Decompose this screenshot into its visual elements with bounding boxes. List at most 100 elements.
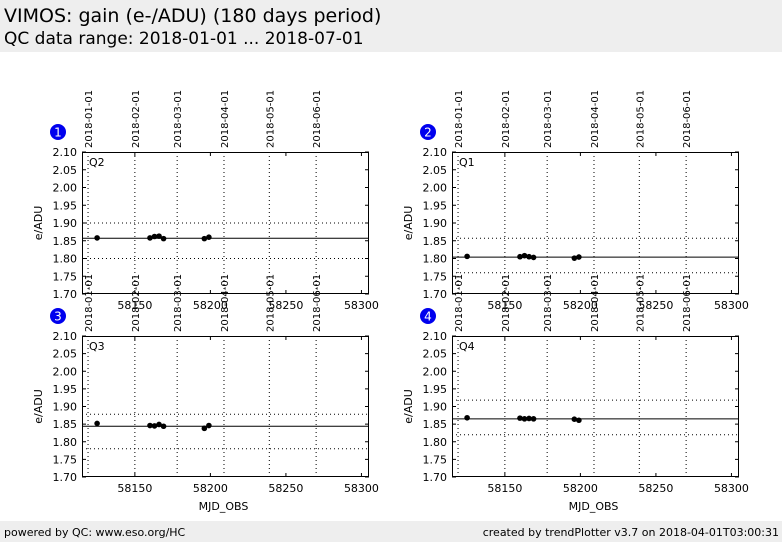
y-tick-label: 2.00 (423, 182, 448, 195)
y-axis-label: e/ADU (32, 389, 45, 424)
y-tick-label: 2.10 (53, 146, 78, 159)
x-tick-label: 58200 (563, 482, 598, 495)
footer-created-by: created by trendPlotter v3.7 on 2018-04-… (482, 526, 779, 539)
panel-label: Q2 (89, 156, 105, 169)
date-tick-label: 2018-05-01 (635, 90, 646, 148)
data-point (201, 235, 208, 242)
y-tick-label: 1.95 (423, 383, 448, 396)
date-tick-label: 2018-04-01 (590, 90, 601, 148)
date-tick-label: 2018-02-01 (131, 274, 142, 332)
date-tick-label: 2018-01-01 (454, 274, 465, 332)
data-point (530, 254, 537, 261)
x-tick-label: 58150 (487, 299, 522, 312)
date-tick-label: 2018-04-01 (220, 90, 231, 148)
data-point (147, 422, 153, 429)
data-point (526, 415, 532, 422)
y-tick-label: 2.10 (53, 330, 78, 343)
date-tick-label: 2018-06-01 (312, 90, 323, 148)
x-tick-label: 58250 (268, 482, 303, 495)
data-point (517, 253, 523, 260)
plot-panel-3: 2018-01-01 2018-02-01 2018-03-01 2018-04-01… (32, 274, 379, 513)
panel-number-badge (50, 124, 66, 140)
date-tick-label: 2018-06-01 (682, 90, 693, 148)
y-tick-label: 1.70 (53, 288, 78, 301)
date-tick-label: 2018-05-01 (265, 274, 276, 332)
y-tick-label: 2.10 (423, 330, 448, 343)
page-subtitle: QC data range: 2018-01-01 ... 2018-07-01 (4, 29, 364, 49)
plot-panel-1: 2018-01-01 2018-02-01 2018-03-01 2018-04-01… (32, 90, 379, 312)
y-tick-label: 1.70 (423, 471, 448, 484)
panel-label: Q3 (89, 340, 105, 353)
date-tick-label: 2018-06-01 (312, 274, 323, 332)
x-tick-label: 58300 (344, 299, 379, 312)
date-tick-label: 2018-05-01 (265, 90, 276, 148)
x-tick-label: 58300 (344, 482, 379, 495)
y-axis-label: e/ADU (32, 206, 45, 241)
y-tick-label: 1.70 (53, 471, 78, 484)
y-tick-label: 1.90 (423, 217, 448, 230)
y-tick-label: 1.85 (53, 418, 78, 431)
x-axis-label: MJD_OBS (569, 500, 619, 513)
page-title: VIMOS: gain (e-/ADU) (180 days period) (4, 5, 382, 27)
panel-number-text: 2 (424, 126, 432, 140)
date-tick-label: 2018-04-01 (590, 274, 601, 332)
y-tick-label: 1.90 (53, 401, 78, 414)
date-tick-label: 2018-01-01 (84, 274, 95, 332)
y-tick-label: 1.70 (423, 288, 448, 301)
data-point (576, 417, 582, 424)
data-point (151, 233, 158, 240)
page-footer: powered by QC: www.eso.org/HC created by… (0, 521, 782, 542)
y-tick-label: 2.00 (53, 182, 78, 195)
date-tick-label: 2018-01-01 (84, 90, 95, 148)
data-point (571, 416, 578, 422)
data-point (464, 253, 470, 260)
y-tick-label: 1.95 (423, 199, 448, 212)
x-tick-label: 58250 (638, 299, 673, 312)
date-tick-label: 2018-02-01 (131, 90, 142, 148)
date-tick-label: 2018-03-01 (173, 274, 184, 332)
x-axis-label: MJD_OBS (199, 500, 249, 513)
y-tick-label: 1.75 (423, 453, 448, 466)
x-tick-label: 58200 (193, 482, 228, 495)
y-axis-label: e/ADU (402, 206, 415, 241)
data-point (160, 235, 167, 242)
data-point (94, 420, 100, 427)
x-tick-label: 58150 (117, 299, 152, 312)
x-tick-label: 58150 (117, 482, 152, 495)
y-tick-label: 1.80 (423, 253, 448, 266)
plot-frame (82, 336, 369, 477)
y-tick-label: 2.05 (423, 348, 448, 361)
y-tick-label: 1.90 (423, 401, 448, 414)
y-tick-label: 2.05 (53, 164, 78, 177)
panel-label: Q4 (459, 340, 475, 353)
x-tick-label: 58250 (638, 482, 673, 495)
y-tick-label: 1.80 (53, 436, 78, 449)
plot-frame (452, 152, 739, 294)
data-point (160, 423, 167, 430)
data-point (521, 252, 528, 259)
data-point (147, 235, 153, 241)
y-tick-label: 2.10 (423, 146, 448, 159)
plot-panel-4: 2018-01-01 2018-02-01 2018-03-01 2018-04-01… (402, 274, 749, 513)
footer-powered-by: powered by QC: www.eso.org/HC (4, 526, 186, 539)
x-tick-label: 58250 (268, 299, 303, 312)
data-point (530, 416, 537, 422)
date-tick-label: 2018-03-01 (543, 90, 554, 148)
x-tick-label: 58150 (487, 482, 522, 495)
panel-label: Q1 (459, 156, 475, 169)
y-tick-label: 1.85 (423, 418, 448, 431)
data-point (201, 425, 208, 432)
y-tick-label: 2.05 (423, 164, 448, 177)
y-tick-label: 1.75 (53, 453, 78, 466)
x-tick-label: 58200 (563, 299, 598, 312)
data-point (517, 415, 523, 421)
date-tick-label: 2018-06-01 (682, 274, 693, 332)
data-point (464, 414, 470, 421)
data-point (156, 421, 162, 428)
data-point (526, 253, 532, 260)
y-tick-label: 1.80 (423, 436, 448, 449)
panel-number-badge (420, 124, 436, 140)
data-point (206, 234, 212, 240)
panel-number-text: 4 (424, 310, 432, 324)
plot-frame (452, 336, 739, 477)
